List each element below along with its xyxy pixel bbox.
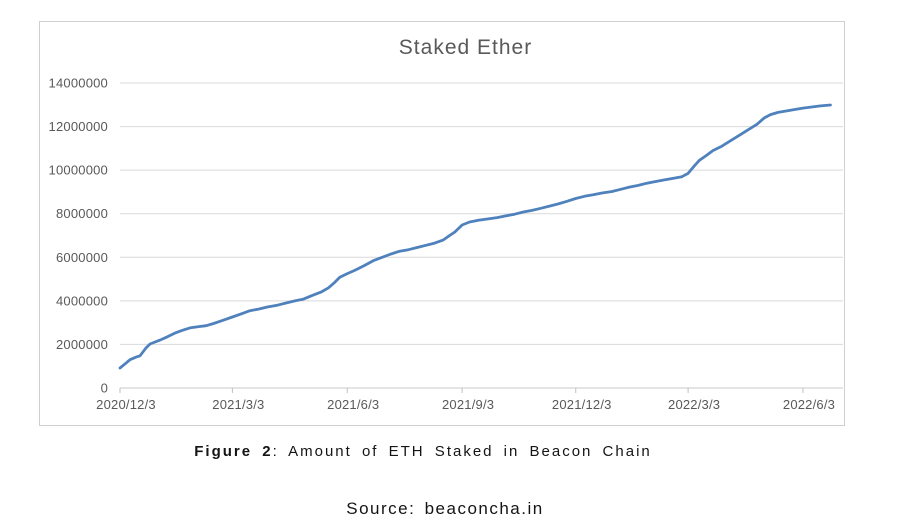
y-axis-label: 12000000 [49,119,108,134]
y-axis-label: 14000000 [49,76,108,91]
x-axis-label: 2021/9/3 [442,397,494,412]
figure-caption: Figure 2: Amount of ETH Staked in Beacon… [0,443,846,460]
chart-title: Staked Ether [398,36,533,59]
x-axis-label: 2021/3/3 [212,397,264,412]
chart-frame: Staked Ether 0 2000000 4000000 6000000 80000… [39,21,845,426]
y-axis-label: 2000000 [56,337,108,352]
source-line: Source: beaconcha.in [346,499,544,518]
x-axis-label: 2020/12/3 [96,397,156,412]
figure-caption-text: : Amount of ETH Staked in Beacon Chain [272,443,652,460]
y-axis-label: 8000000 [56,206,108,221]
y-axis-label: 10000000 [49,163,108,178]
y-axis-label: 6000000 [56,250,108,265]
x-axis-label: 2022/6/3 [783,397,835,412]
staked-ether-series-line [118,103,832,370]
x-axis-label: 2021/6/3 [327,397,379,412]
figure-number-label: Figure 2 [194,443,273,460]
chart-svg: 0 2000000 4000000 6000000 8000000 10000000 120… [49,76,843,412]
y-axis-label: 0 [101,381,108,396]
x-axis-label: 2021/12/3 [552,397,612,412]
x-axis-label: 2022/3/3 [668,397,720,412]
y-axis-label: 4000000 [56,293,108,308]
